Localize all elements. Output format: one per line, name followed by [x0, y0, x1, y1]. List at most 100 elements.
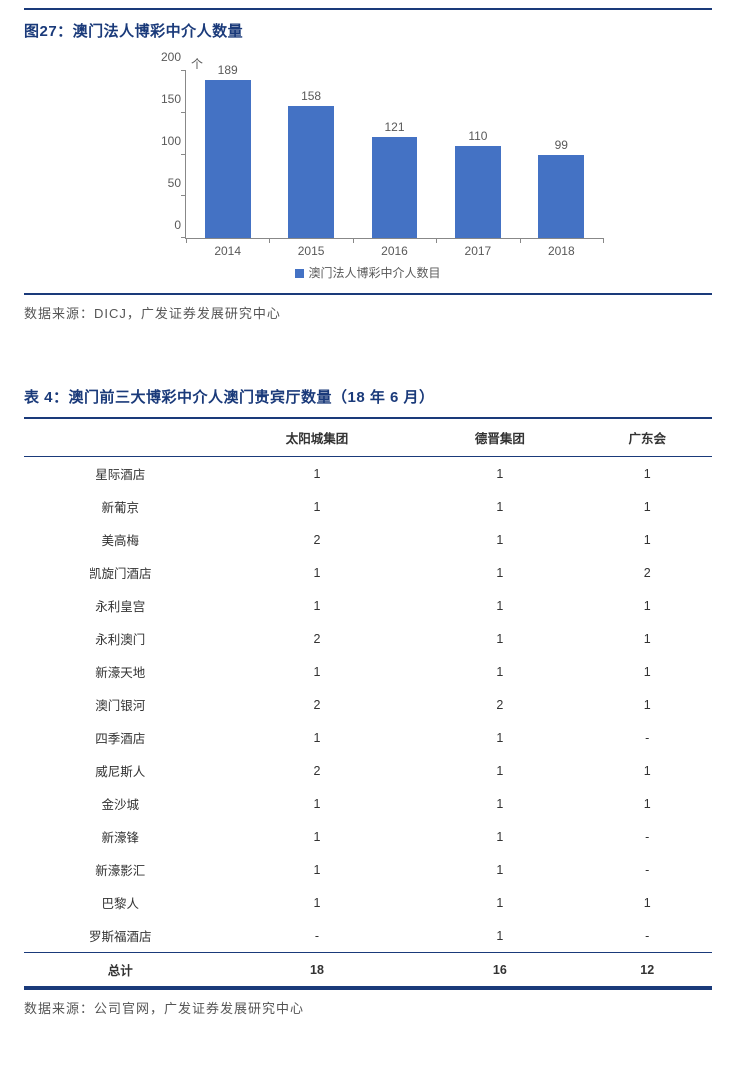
- y-axis-unit: 个: [191, 55, 203, 72]
- legend-label: 澳门法人博彩中介人数目: [308, 266, 440, 280]
- row-label: 凯旋门酒店: [24, 556, 217, 589]
- table-row: 澳门银河221: [24, 688, 712, 721]
- bar: [538, 155, 584, 238]
- bar: [288, 106, 334, 238]
- table-cell: 1: [582, 490, 712, 523]
- table-cell: 1: [217, 853, 418, 886]
- table-cell: -: [582, 820, 712, 853]
- table-row: 新濠影汇11-: [24, 853, 712, 886]
- table-header-row: 太阳城集团 德晋集团 广东会: [24, 418, 712, 457]
- x-tick-label: 2014: [214, 244, 241, 258]
- table-cell: 1: [582, 655, 712, 688]
- table-row: 新濠天地111: [24, 655, 712, 688]
- row-label: 巴黎人: [24, 886, 217, 919]
- table-row: 罗斯福酒店-1-: [24, 919, 712, 953]
- table-row: 星际酒店111: [24, 457, 712, 491]
- table-cell: 1: [217, 457, 418, 491]
- table-row: 四季酒店11-: [24, 721, 712, 754]
- table-title: 表 4：澳门前三大博彩中介人澳门贵宾厅数量（18 年 6 月）: [24, 378, 712, 417]
- y-tick-label: 100: [141, 134, 181, 148]
- table-cell: 1: [417, 820, 582, 853]
- row-label: 新濠天地: [24, 655, 217, 688]
- table-cell: 2: [417, 688, 582, 721]
- row-label: 永利澳门: [24, 622, 217, 655]
- table-row: 巴黎人111: [24, 886, 712, 919]
- table-cell: 1: [417, 490, 582, 523]
- table-header: 太阳城集团: [217, 418, 418, 457]
- table-cell: 1: [582, 886, 712, 919]
- table-cell: 1: [582, 622, 712, 655]
- table-cell: 2: [217, 523, 418, 556]
- bar: [205, 80, 251, 238]
- table-cell: 1: [417, 589, 582, 622]
- row-label: 新葡京: [24, 490, 217, 523]
- table-cell: 1: [417, 655, 582, 688]
- bar-chart: 个 050100150200 1892014158201512120161102…: [133, 53, 603, 283]
- total-cell: 16: [417, 953, 582, 988]
- table-cell: 1: [582, 523, 712, 556]
- table-cell: 1: [417, 721, 582, 754]
- table-row: 金沙城111: [24, 787, 712, 820]
- row-label: 罗斯福酒店: [24, 919, 217, 953]
- bar-value-label: 99: [555, 138, 568, 152]
- x-tick-label: 2016: [381, 244, 408, 258]
- bar-value-label: 158: [301, 89, 321, 103]
- table-cell: 1: [417, 622, 582, 655]
- plot-area: 1892014158201512120161102017992018: [185, 71, 603, 239]
- table-cell: 1: [582, 457, 712, 491]
- bar-value-label: 189: [218, 63, 238, 77]
- row-label: 新濠影汇: [24, 853, 217, 886]
- total-cell: 12: [582, 953, 712, 988]
- table-header: 广东会: [582, 418, 712, 457]
- table-cell: 1: [417, 919, 582, 953]
- x-tick-label: 2015: [298, 244, 325, 258]
- table-row: 凯旋门酒店112: [24, 556, 712, 589]
- table-row: 永利皇宫111: [24, 589, 712, 622]
- table-source: 数据来源：公司官网，广发证券发展研究中心: [24, 988, 712, 1017]
- table-cell: 1: [417, 556, 582, 589]
- figure-title: 图27：澳门法人博彩中介人数量: [24, 8, 712, 53]
- table-cell: 1: [217, 556, 418, 589]
- total-cell: 18: [217, 953, 418, 988]
- table-cell: 1: [582, 787, 712, 820]
- table-cell: 1: [217, 589, 418, 622]
- table-cell: -: [582, 919, 712, 953]
- table-cell: 1: [217, 886, 418, 919]
- row-label: 四季酒店: [24, 721, 217, 754]
- row-label: 新濠锋: [24, 820, 217, 853]
- x-tick-label: 2017: [465, 244, 492, 258]
- y-tick-label: 0: [141, 218, 181, 232]
- legend-swatch: [295, 269, 304, 278]
- chart-container: 个 050100150200 1892014158201512120161102…: [24, 53, 712, 283]
- table-total-row: 总计 18 16 12: [24, 953, 712, 988]
- bar: [455, 146, 501, 238]
- x-tick-label: 2018: [548, 244, 575, 258]
- table-cell: 1: [217, 721, 418, 754]
- table-cell: 2: [217, 688, 418, 721]
- table-body: 星际酒店111新葡京111美高梅211凯旋门酒店112永利皇宫111永利澳门21…: [24, 457, 712, 953]
- table-cell: -: [582, 853, 712, 886]
- table-row: 新濠锋11-: [24, 820, 712, 853]
- table-cell: 2: [582, 556, 712, 589]
- y-tick-label: 50: [141, 176, 181, 190]
- table-cell: 1: [582, 688, 712, 721]
- table-header: 德晋集团: [417, 418, 582, 457]
- table-cell: 2: [217, 622, 418, 655]
- row-label: 澳门银河: [24, 688, 217, 721]
- table-cell: -: [217, 919, 418, 953]
- table-cell: -: [582, 721, 712, 754]
- table-cell: 1: [417, 457, 582, 491]
- figure-source: 数据来源：DICJ，广发证券发展研究中心: [24, 293, 712, 322]
- bar: [372, 137, 418, 238]
- table-row: 永利澳门211: [24, 622, 712, 655]
- row-label: 永利皇宫: [24, 589, 217, 622]
- chart-legend: 澳门法人博彩中介人数目: [133, 264, 603, 281]
- data-table: 太阳城集团 德晋集团 广东会 星际酒店111新葡京111美高梅211凯旋门酒店1…: [24, 417, 712, 988]
- table-cell: 1: [582, 589, 712, 622]
- table-cell: 2: [217, 754, 418, 787]
- table-cell: 1: [417, 787, 582, 820]
- table-cell: 1: [217, 655, 418, 688]
- row-label: 威尼斯人: [24, 754, 217, 787]
- bar-value-label: 121: [384, 120, 404, 134]
- table-cell: 1: [217, 820, 418, 853]
